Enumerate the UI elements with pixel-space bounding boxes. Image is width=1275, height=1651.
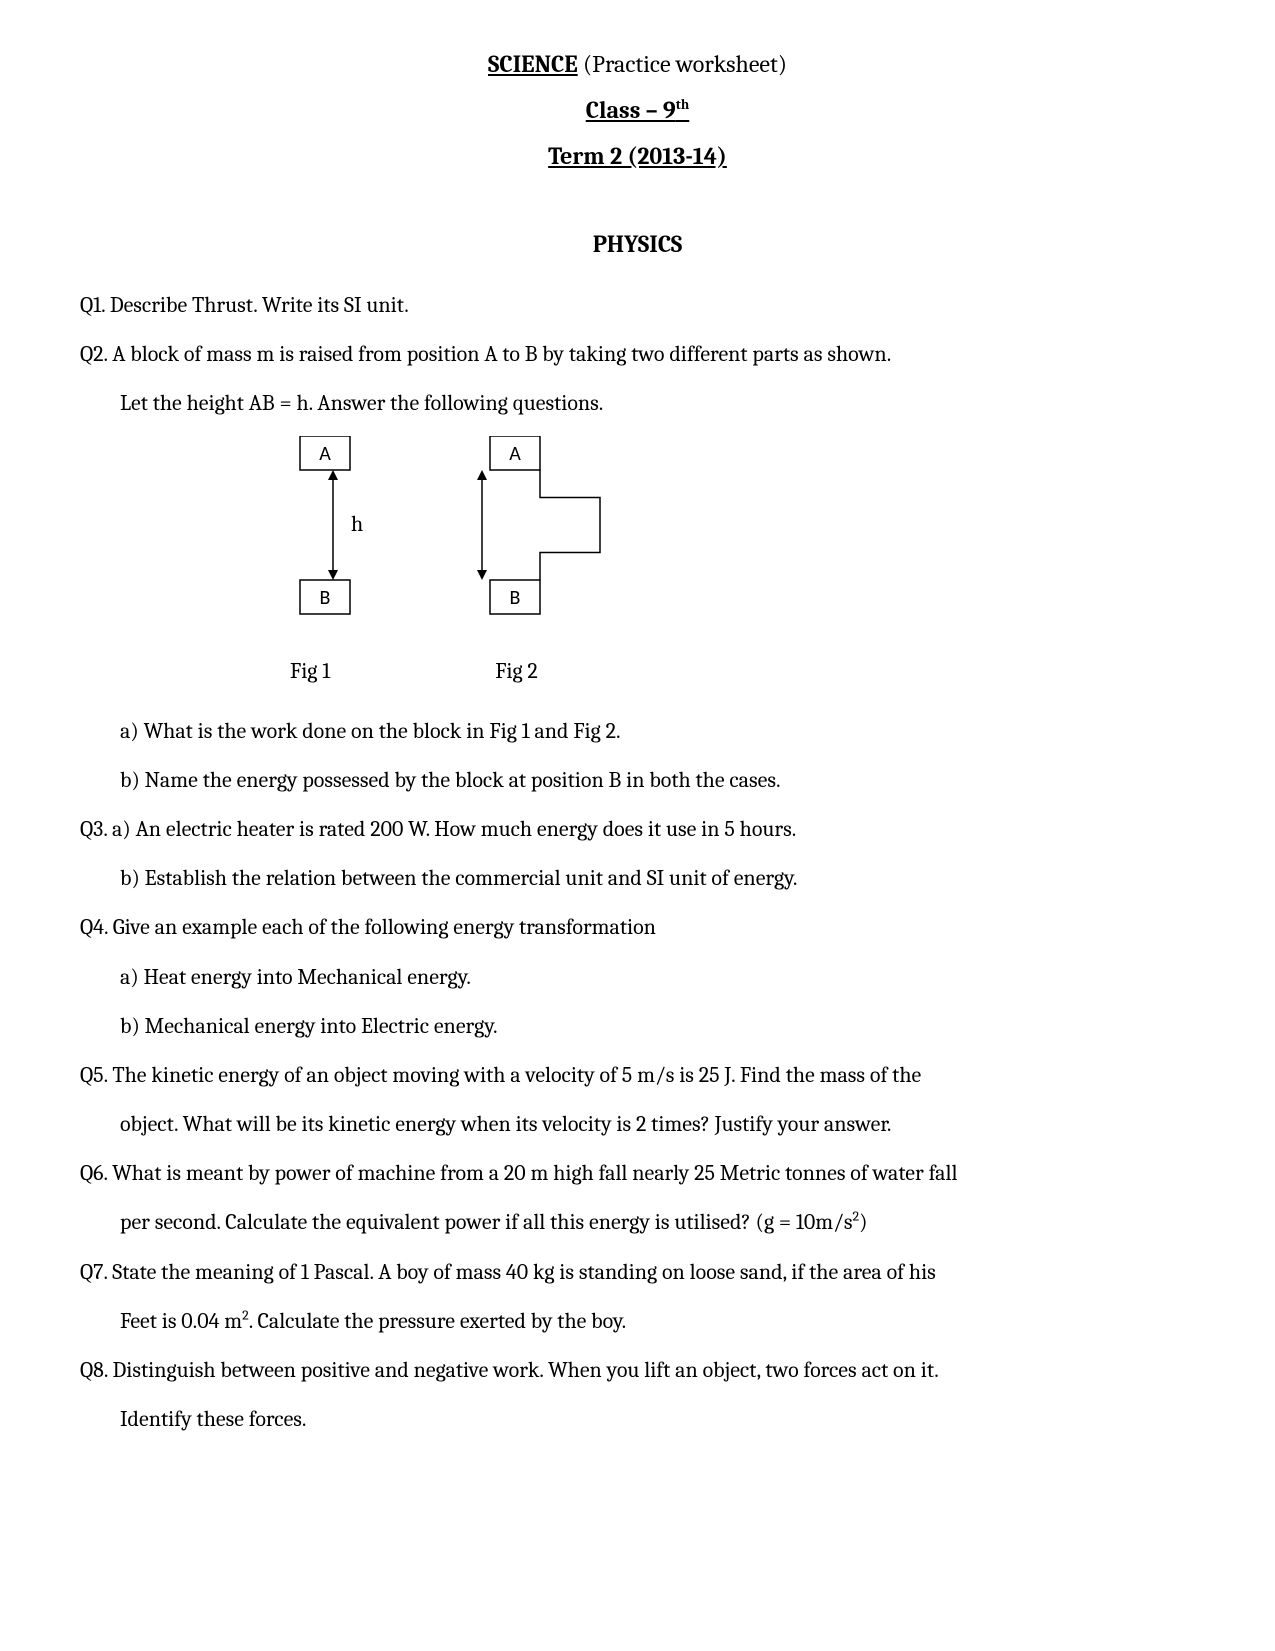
fig2-diagram: ABh bbox=[470, 436, 620, 626]
q2b: b) Name the energy possessed by the bloc… bbox=[120, 763, 1195, 798]
q4a: a) Heat energy into Mechanical energy. bbox=[120, 960, 1195, 995]
worksheet-page: SCIENCE (Practice worksheet) Class – 9th… bbox=[0, 0, 1275, 1551]
header-block: SCIENCE (Practice worksheet) Class – 9th… bbox=[80, 50, 1195, 170]
q8-cont: Identify these forces. bbox=[120, 1402, 1195, 1437]
q1: Q1. Describe Thrust. Write its SI unit. bbox=[80, 288, 1195, 323]
fig1-label: Fig 1 bbox=[290, 658, 330, 684]
q4b: b) Mechanical energy into Electric energ… bbox=[120, 1009, 1195, 1044]
svg-text:A: A bbox=[319, 442, 331, 466]
q6: Q6. What is meant by power of machine fr… bbox=[80, 1156, 1195, 1191]
fig2-label: Fig 2 bbox=[495, 658, 538, 684]
q7-cont: Feet is 0.04 m2. Calculate the pressure … bbox=[120, 1304, 1195, 1339]
figure-labels-row: Fig 1 Fig 2 bbox=[290, 642, 1195, 684]
svg-text:h: h bbox=[351, 511, 363, 537]
q7: Q7. State the meaning of 1 Pascal. A boy… bbox=[80, 1255, 1195, 1290]
q4: Q4. Give an example each of the followin… bbox=[80, 910, 1195, 945]
title-science-line: SCIENCE (Practice worksheet) bbox=[80, 50, 1195, 78]
title-class: Class – 9th bbox=[80, 96, 1195, 124]
q6-cont: per second. Calculate the equivalent pow… bbox=[120, 1205, 1195, 1240]
q2: Q2. A block of mass m is raised from pos… bbox=[80, 337, 1195, 372]
svg-text:B: B bbox=[320, 586, 331, 610]
q2a: a) What is the work done on the block in… bbox=[120, 714, 1195, 749]
q5-cont: object. What will be its kinetic energy … bbox=[120, 1107, 1195, 1142]
title-term: Term 2 (2013-14) bbox=[80, 142, 1195, 170]
svg-text:A: A bbox=[509, 442, 521, 466]
subject-heading: PHYSICS bbox=[80, 230, 1195, 258]
q3a: Q3. a) An electric heater is rated 200 W… bbox=[80, 812, 1195, 847]
q2-sub: Let the height AB = h. Answer the follow… bbox=[120, 386, 1195, 421]
title-science: SCIENCE bbox=[488, 50, 578, 78]
fig1-diagram: A Bh bbox=[280, 436, 370, 626]
figures-block: A Bh A Bh bbox=[280, 436, 1195, 626]
title-worksheet: (Practice worksheet) bbox=[578, 50, 787, 78]
q8: Q8. Distinguish between positive and neg… bbox=[80, 1353, 1195, 1388]
svg-text:B: B bbox=[510, 586, 521, 610]
q5: Q5. The kinetic energy of an object movi… bbox=[80, 1058, 1195, 1093]
q3b: b) Establish the relation between the co… bbox=[120, 861, 1195, 896]
